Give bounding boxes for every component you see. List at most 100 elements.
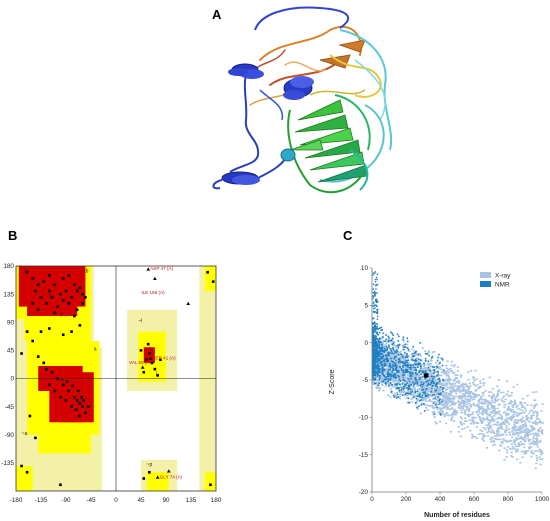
- xray-point: [466, 408, 469, 411]
- xray-point: [505, 427, 508, 429]
- xray-point: [432, 388, 435, 390]
- zscore-legend-label: NMR: [495, 282, 510, 289]
- xray-point: [410, 378, 414, 381]
- nmr-point: [379, 359, 381, 362]
- xray-point: [492, 393, 495, 396]
- xray-point: [500, 425, 503, 428]
- nmr-point: [374, 304, 376, 306]
- xray-point: [466, 389, 470, 392]
- xray-point: [504, 403, 507, 406]
- xray-point: [461, 402, 465, 404]
- nmr-point: [414, 379, 417, 381]
- nmr-point: [422, 383, 425, 386]
- xray-point: [503, 439, 507, 442]
- xray-point: [515, 406, 518, 409]
- xray-point: [449, 370, 452, 372]
- xray-point: [433, 385, 436, 387]
- nmr-point: [381, 348, 383, 351]
- xray-point: [497, 428, 501, 430]
- xray-point: [442, 399, 446, 402]
- xray-point: [453, 365, 456, 368]
- xray-point: [481, 413, 484, 416]
- xray-point: [402, 340, 406, 342]
- xray-point: [528, 439, 531, 441]
- xray-point: [449, 367, 452, 370]
- nmr-point: [372, 335, 375, 338]
- xray-point: [536, 414, 539, 417]
- xray-point: [445, 383, 449, 385]
- xray-point: [530, 417, 533, 420]
- nmr-point: [389, 352, 391, 354]
- rama-x-tick-label: 135: [186, 497, 197, 504]
- nmr-point: [376, 312, 379, 315]
- nmr-point: [416, 381, 419, 383]
- xray-point: [437, 410, 441, 413]
- rama-point: [80, 395, 83, 399]
- xray-point: [419, 412, 423, 415]
- xray-point: [467, 387, 470, 389]
- rama-x-tick-label: 180: [211, 497, 222, 504]
- rama-point: [148, 352, 151, 355]
- nmr-point: [398, 387, 400, 389]
- xray-point: [452, 396, 456, 399]
- xray-point: [541, 458, 544, 460]
- xray-point: [533, 443, 536, 446]
- xray-point: [387, 394, 390, 396]
- xray-point: [450, 360, 453, 363]
- xray-point: [479, 429, 482, 431]
- nmr-point: [383, 369, 386, 371]
- xray-point: [493, 419, 496, 421]
- nmr-point: [372, 322, 374, 324]
- xray-point: [501, 397, 504, 399]
- xray-point: [514, 418, 517, 421]
- nmr-point: [426, 384, 429, 387]
- nmr-point: [414, 391, 417, 393]
- xray-point: [467, 398, 470, 401]
- xray-point: [479, 382, 482, 384]
- xray-point: [511, 404, 514, 407]
- xray-point: [387, 363, 390, 365]
- nmr-point: [423, 362, 425, 365]
- nmr-point: [378, 345, 380, 348]
- nmr-point: [372, 296, 375, 298]
- nmr-point: [416, 383, 419, 385]
- nmr-point: [372, 355, 374, 358]
- xray-point: [429, 379, 432, 381]
- xray-point: [490, 404, 493, 407]
- nmr-point: [420, 404, 423, 406]
- nmr-point: [394, 373, 397, 375]
- nmr-point: [387, 340, 390, 343]
- xray-point: [379, 337, 383, 340]
- xray-point: [477, 402, 480, 405]
- xray-point: [536, 446, 539, 448]
- rama-points: [20, 267, 215, 487]
- xray-point: [412, 394, 415, 397]
- nmr-point: [385, 358, 388, 361]
- nmr-point: [374, 293, 376, 295]
- rama-point: [150, 361, 154, 365]
- nmr-point: [386, 347, 388, 349]
- nmr-point: [372, 354, 374, 357]
- xray-point: [483, 382, 486, 384]
- nmr-point: [394, 359, 397, 362]
- nmr-point: [401, 355, 403, 358]
- xray-point: [477, 404, 480, 407]
- nmr-point: [407, 366, 410, 368]
- rama-region-allowed: [16, 466, 33, 491]
- rama-point: [67, 302, 71, 305]
- xray-point: [428, 386, 431, 389]
- nmr-point: [400, 367, 403, 370]
- xray-point: [479, 407, 482, 410]
- nmr-point: [389, 377, 392, 380]
- nmr-point: [422, 382, 425, 385]
- xray-point: [423, 396, 426, 399]
- xray-point: [532, 427, 535, 429]
- nmr-point: [380, 341, 382, 343]
- xray-point: [447, 396, 450, 399]
- nmr-point: [390, 360, 393, 363]
- nmr-point: [407, 348, 410, 351]
- xray-point: [392, 354, 395, 357]
- nmr-point: [378, 378, 381, 381]
- zscore-point-cloud: [372, 271, 545, 470]
- nmr-point: [389, 368, 391, 371]
